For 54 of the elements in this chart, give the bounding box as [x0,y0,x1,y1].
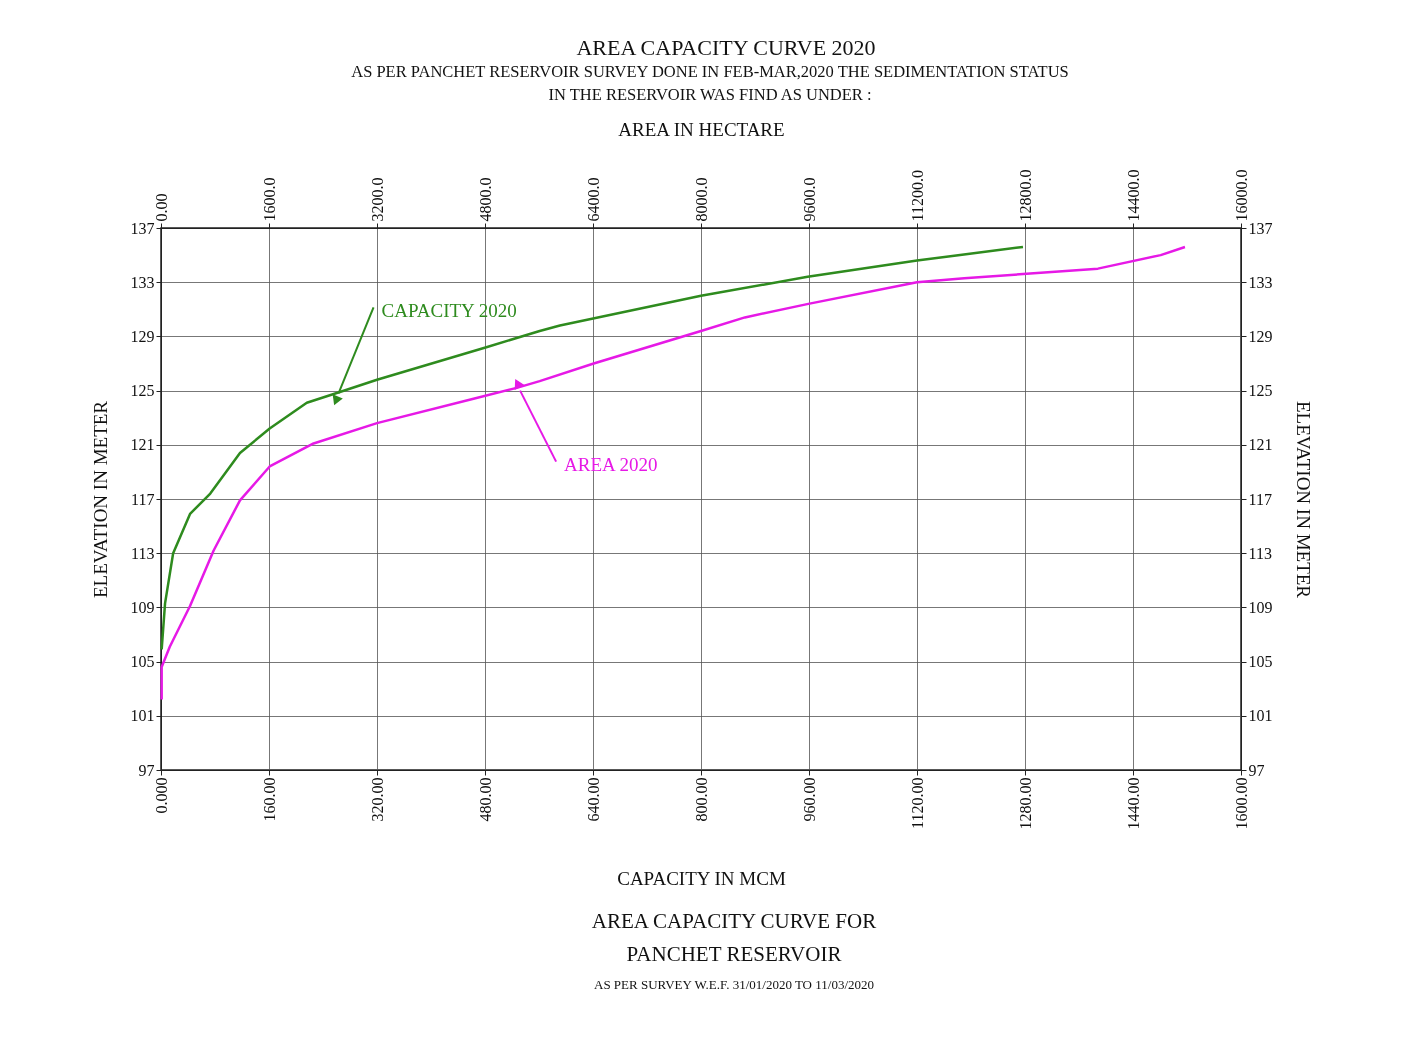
x2-tick-label: 9600.0 [800,177,818,222]
y2-tick-label: 125 [1248,382,1273,400]
y-tick-label: 129 [130,327,155,345]
x2-tick-label: 14400.0 [1124,169,1142,222]
x-tick-label: 640.00 [584,777,602,822]
chart-subtitle: AS PER PANCHET RESERVOIR SURVEY DONE IN FEB-MAR,2020 THE SEDIMENTATION STATUS IN THE RESERVOIR WAS FIND AS UNDER : [351,62,1069,104]
y2-tick-label: 109 [1248,598,1273,616]
y-tick-label: 97 [138,761,155,779]
x-tick-label: 320.00 [368,777,386,822]
x-tick-label: 1600.00 [1232,777,1250,830]
x2-tick-label: 1600.0 [260,177,278,222]
x2-tick-label: 3200.0 [368,177,386,222]
y-tick-label: 105 [130,653,155,671]
x2-tick-label: 6400.0 [584,177,602,222]
x2-tick-label: 11200.0 [908,170,926,222]
y2-tick-label: 117 [1248,490,1272,508]
y2-tick-label: 97 [1248,761,1265,779]
x-tick-label: 1440.00 [1124,777,1142,830]
text: AS PER SURVEY W.E.F. 31/01/2020 TO 11/03/2020 [594,977,874,992]
y-tick-label: 117 [131,490,155,508]
chart-title: AREA CAPACITY CURVE 2020 [576,35,876,60]
y2-tick-label: 105 [1248,653,1273,671]
x2-tick-label: 4800.0 [476,177,494,222]
x-tick-label: 160.00 [260,777,278,822]
y2-tick-label: 133 [1248,273,1273,291]
y2-axis-title: ELEVATION IN METER [1292,400,1314,599]
x-tick-label: 800.00 [692,777,710,822]
x-tick-label: 480.00 [476,777,494,822]
x-tick-label: 0.000 [152,777,170,814]
x-axis-title: CAPACITY IN MCM [617,867,786,889]
y2-tick-label: 113 [1248,544,1272,562]
text: PANCHET RESERVOIR [626,942,842,966]
y-tick-label: 113 [131,544,155,562]
x-tick-label: 1280.00 [1016,777,1034,830]
y-tick-label: 121 [130,436,155,454]
y-tick-label: 133 [130,273,155,291]
x-tick-label: 1120.00 [908,777,926,829]
line-series [160,245,1025,651]
y2-tick-label: 101 [1248,707,1273,725]
y-tick-label: 137 [130,219,155,237]
x2-tick-label: 16000.0 [1232,169,1250,222]
x2-tick-label: 8000.0 [692,177,710,222]
x2-tick-label: 0.00 [152,193,170,222]
x2-axis-title: AREA IN HECTARE [618,118,785,140]
y2-tick-label: 137 [1248,219,1273,237]
y-tick-label: 109 [130,598,155,616]
y-tick-label: 101 [130,707,155,725]
text: AREA CAPACITY CURVE FOR [591,909,877,933]
y-tick-label: 125 [130,382,155,400]
y2-tick-label: 121 [1248,436,1273,454]
x-tick-label: 960.00 [800,777,818,822]
x2-tick-label: 12800.0 [1016,169,1034,222]
y-axis-title: ELEVATION IN METER [89,400,111,599]
y2-tick-label: 129 [1248,327,1273,345]
